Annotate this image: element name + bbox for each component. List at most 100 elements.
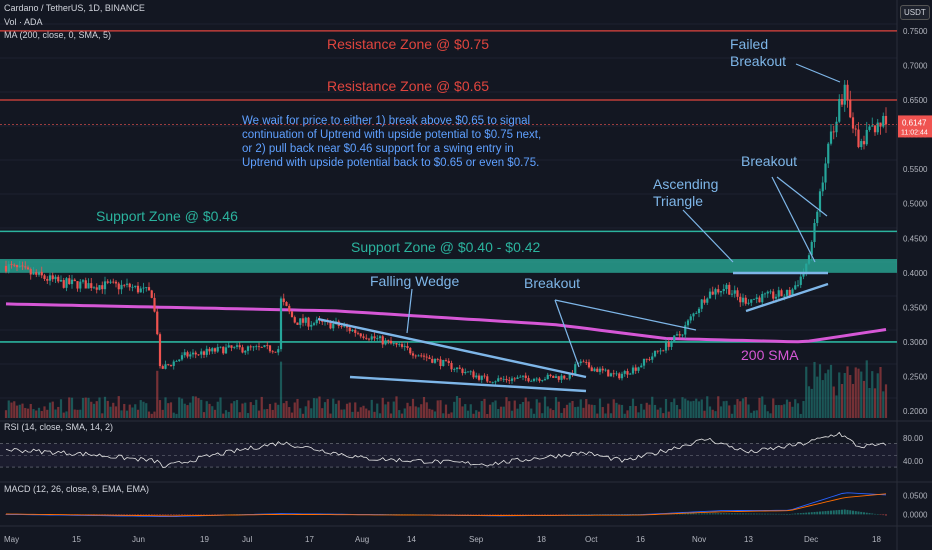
candle-body bbox=[128, 283, 131, 288]
candle-body bbox=[521, 375, 525, 377]
volume-bar bbox=[436, 400, 439, 418]
volume-bar bbox=[219, 397, 222, 418]
price-axis: 0.75000.70000.65000.60000.55000.50000.45… bbox=[0, 27, 932, 416]
macd-histogram-bar bbox=[865, 512, 868, 515]
macd-histogram-bar bbox=[755, 513, 758, 515]
volume-bar bbox=[238, 412, 241, 418]
volume-bar bbox=[686, 400, 690, 418]
candle-body bbox=[697, 308, 701, 313]
failed-label-line1: Failed bbox=[730, 36, 768, 52]
volume-bar bbox=[854, 367, 857, 418]
volume-bar bbox=[128, 404, 131, 418]
candle-body bbox=[277, 349, 280, 353]
volume-bar bbox=[739, 401, 742, 418]
price-tick: 0.3500 bbox=[903, 303, 928, 312]
candle-body bbox=[766, 291, 769, 294]
macd-histogram-bar bbox=[447, 514, 450, 515]
wedge-arrow bbox=[406, 288, 413, 334]
currency-badge[interactable]: USDT bbox=[900, 5, 930, 20]
candle-body bbox=[752, 298, 756, 300]
volume-bar bbox=[417, 407, 420, 418]
macd-histogram-bar bbox=[821, 511, 824, 515]
candle-body bbox=[444, 360, 448, 361]
volume-bar bbox=[642, 409, 646, 418]
macd-histogram-bar bbox=[458, 514, 461, 515]
volume-bar bbox=[640, 403, 643, 418]
candle-body bbox=[359, 333, 362, 337]
volume-bar bbox=[466, 410, 470, 418]
macd-histogram-bar bbox=[142, 514, 145, 516]
volume-bar bbox=[117, 396, 120, 418]
macd-histogram-bar bbox=[535, 514, 538, 515]
candle-body bbox=[750, 299, 753, 303]
candle-body bbox=[422, 355, 426, 357]
volume-bar bbox=[123, 403, 126, 418]
candle-body bbox=[290, 311, 294, 318]
macd-histogram-bar bbox=[843, 509, 846, 515]
macd-histogram-bar bbox=[145, 514, 148, 516]
candle-body bbox=[175, 361, 178, 362]
candle-body bbox=[477, 375, 481, 380]
candle-body bbox=[10, 264, 13, 266]
time-tick: 18 bbox=[537, 535, 546, 544]
price-tick: 0.5000 bbox=[903, 200, 928, 209]
volume-bar bbox=[813, 361, 816, 418]
volume-bar bbox=[675, 404, 679, 418]
candle-body bbox=[46, 279, 49, 281]
failed-arrow bbox=[795, 63, 841, 83]
price-tick: 0.2000 bbox=[903, 407, 928, 416]
volume-bar bbox=[266, 409, 269, 418]
candle-body bbox=[299, 318, 302, 325]
candle-body bbox=[37, 271, 41, 275]
volume-bar bbox=[362, 405, 365, 418]
candle-body bbox=[161, 366, 164, 369]
candle-body bbox=[65, 278, 68, 288]
macd-histogram-bar bbox=[167, 514, 170, 516]
macd-histogram-bar bbox=[486, 514, 489, 515]
macd-histogram-bar bbox=[854, 511, 857, 515]
volume-bar bbox=[648, 404, 651, 418]
volume-bar bbox=[524, 397, 527, 418]
macd-histogram-bar bbox=[541, 514, 544, 515]
volume-bar bbox=[213, 409, 217, 418]
candle-body bbox=[450, 362, 453, 370]
candle-body bbox=[524, 375, 527, 379]
time-tick: 13 bbox=[744, 535, 753, 544]
volume-bar bbox=[510, 410, 514, 418]
macd-histogram-bar bbox=[546, 514, 549, 515]
macd-histogram-bar bbox=[549, 514, 552, 515]
falling-wedge-label: Falling Wedge bbox=[370, 273, 459, 289]
macd-histogram-bar bbox=[717, 513, 720, 515]
macd-histogram-bar bbox=[530, 514, 533, 515]
volume-bar bbox=[414, 406, 417, 418]
volume-bar bbox=[180, 398, 184, 418]
candle-body bbox=[180, 355, 184, 360]
volume-bar bbox=[609, 413, 613, 418]
volume-bar bbox=[774, 405, 778, 418]
volume-bar bbox=[708, 406, 712, 418]
macd-histogram-bar bbox=[607, 514, 610, 515]
candle-body bbox=[469, 371, 472, 373]
macd-histogram-bar bbox=[216, 514, 219, 515]
volume-bar bbox=[574, 407, 577, 418]
macd-histogram-bar bbox=[610, 514, 612, 515]
volume-bar bbox=[147, 411, 151, 418]
candle-body bbox=[400, 344, 404, 347]
rsi-line bbox=[5, 431, 887, 468]
volume-bar bbox=[527, 401, 530, 418]
macd-histogram-bar bbox=[134, 514, 137, 516]
candle-body bbox=[92, 287, 96, 289]
volume-bar bbox=[538, 402, 541, 418]
volume-bar bbox=[145, 403, 148, 418]
volume-bar bbox=[21, 403, 24, 418]
volume-bar bbox=[447, 413, 450, 418]
macd-histogram-bar bbox=[494, 514, 497, 515]
volume-bar bbox=[125, 410, 129, 418]
candle-body bbox=[219, 346, 222, 348]
macd-histogram-bar bbox=[623, 514, 626, 515]
candle-body bbox=[120, 284, 123, 290]
time-tick: Sep bbox=[469, 535, 484, 544]
volume-bar bbox=[79, 409, 82, 418]
volume-bar bbox=[565, 404, 569, 418]
